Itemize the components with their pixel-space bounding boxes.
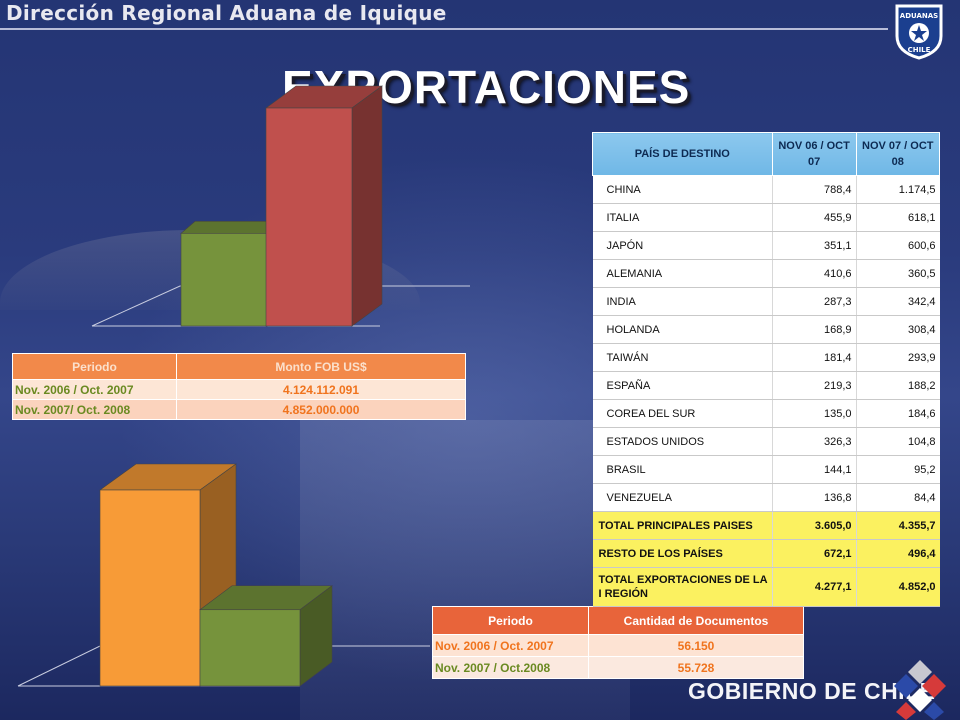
country-name: ALEMANIA [592,259,773,288]
fob-header-period: Periodo [12,353,177,380]
table-row: ESTADOS UNIDOS 326,3 104,8 [592,427,940,456]
table-row: Nov. 2006 / Oct. 2007 4.124.112.091 [12,379,466,400]
table-row: HOLANDA 168,9 308,4 [592,315,940,344]
country-name: RESTO DE LOS PAÍSES [592,539,773,568]
country-value: 188,2 [855,371,940,400]
table-row: VENEZUELA 136,8 84,4 [592,483,940,512]
country-name: INDIA [592,287,773,316]
country-value: 672,1 [771,539,857,568]
docs-value: 55.728 [588,656,804,679]
fob-header-amount: Monto FOB US$ [176,353,466,380]
chart2-bar-2 [199,609,301,687]
country-table: PAÍS DE DESTINO NOV 06 / OCT 07 NOV 07 /… [592,132,941,607]
country-value: 135,0 [771,399,857,428]
country-name: VENEZUELA [592,483,773,512]
country-name: CHINA [592,175,773,204]
chart1-bar-2 [265,107,353,327]
table-row: TOTAL PRINCIPALES PAISES 3.605,0 4.355,7 [592,511,940,540]
country-name: TAIWÁN [592,343,773,372]
table-row: COREA DEL SUR 135,0 184,6 [592,399,940,428]
country-value: 788,4 [771,175,857,204]
aduanas-badge-icon: ADUANAS CHILE [895,4,943,60]
table-row: ITALIA 455,9 618,1 [592,203,940,232]
fob-value: 4.852.000.000 [176,399,466,420]
country-value: 600,6 [855,231,940,260]
docs-header-period: Periodo [432,606,589,635]
gobierno-logo-icon [894,660,946,720]
table-row: CHINA 788,4 1.174,5 [592,175,940,204]
fob-table: Periodo Monto FOB US$ Nov. 2006 / Oct. 2… [12,353,466,420]
table-row: ESPAÑA 219,3 188,2 [592,371,940,400]
badge-text-bottom: CHILE [908,46,931,54]
country-value: 168,9 [771,315,857,344]
country-name: ESPAÑA [592,371,773,400]
country-name: TOTAL EXPORTACIONES DE LA I REGIÓN [592,567,773,607]
country-header-destination: PAÍS DE DESTINO [592,132,773,176]
country-value: 287,3 [771,287,857,316]
fob-value: 4.124.112.091 [176,379,466,400]
table-row: Nov. 2007/ Oct. 2008 4.852.000.000 [12,399,466,420]
country-name: COREA DEL SUR [592,399,773,428]
header-title: Dirección Regional Aduana de Iquique [6,1,447,25]
country-value: 4.852,0 [855,567,940,607]
country-value: 618,1 [855,203,940,232]
country-header-period1: NOV 06 / OCT 07 [771,132,857,176]
country-value: 219,3 [771,371,857,400]
table-row: TAIWÁN 181,4 293,9 [592,343,940,372]
docs-value: 56.150 [588,634,804,657]
country-value: 4.277,1 [771,567,857,607]
badge-text-top: ADUANAS [900,12,938,20]
table-row: INDIA 287,3 342,4 [592,287,940,316]
chart1-bar-1 [180,233,268,327]
chart2-bar-1 [99,489,201,687]
country-value: 104,8 [855,427,940,456]
country-value: 496,4 [855,539,940,568]
country-value: 410,6 [771,259,857,288]
country-name: TOTAL PRINCIPALES PAISES [592,511,773,540]
country-value: 3.605,0 [771,511,857,540]
gobierno-text: GOBIERNO DE CHILE [688,678,936,704]
country-value: 342,4 [855,287,940,316]
chart1-bar-2-side [351,85,383,327]
country-value: 184,6 [855,399,940,428]
country-header-period2: NOV 07 / OCT 08 [855,132,941,176]
country-value: 4.355,7 [855,511,940,540]
country-value: 308,4 [855,315,940,344]
country-name: ITALIA [592,203,773,232]
table-row: Nov. 2007 / Oct.2008 55.728 [432,656,804,679]
country-name: ESTADOS UNIDOS [592,427,773,456]
country-name: HOLANDA [592,315,773,344]
docs-header-count: Cantidad de Documentos [588,606,804,635]
table-row: RESTO DE LOS PAÍSES 672,1 496,4 [592,539,940,568]
country-value: 95,2 [855,455,940,484]
country-value: 144,1 [771,455,857,484]
docs-period: Nov. 2006 / Oct. 2007 [432,634,589,657]
table-row: Nov. 2006 / Oct. 2007 56.150 [432,634,804,657]
country-name: JAPÓN [592,231,773,260]
country-value: 455,9 [771,203,857,232]
table-row: ALEMANIA 410,6 360,5 [592,259,940,288]
country-value: 84,4 [855,483,940,512]
country-value: 181,4 [771,343,857,372]
docs-period: Nov. 2007 / Oct.2008 [432,656,589,679]
table-row: JAPÓN 351,1 600,6 [592,231,940,260]
fob-period: Nov. 2006 / Oct. 2007 [12,379,177,400]
table-row: TOTAL EXPORTACIONES DE LA I REGIÓN 4.277,… [592,567,940,607]
table-row: BRASIL 144,1 95,2 [592,455,940,484]
country-name: BRASIL [592,455,773,484]
country-value: 1.174,5 [855,175,940,204]
country-value: 136,8 [771,483,857,512]
fob-period: Nov. 2007/ Oct. 2008 [12,399,177,420]
country-value: 360,5 [855,259,940,288]
country-value: 326,3 [771,427,857,456]
country-value: 293,9 [855,343,940,372]
country-value: 351,1 [771,231,857,260]
documents-table: Periodo Cantidad de Documentos Nov. 2006… [432,606,804,679]
header-divider [0,28,888,30]
